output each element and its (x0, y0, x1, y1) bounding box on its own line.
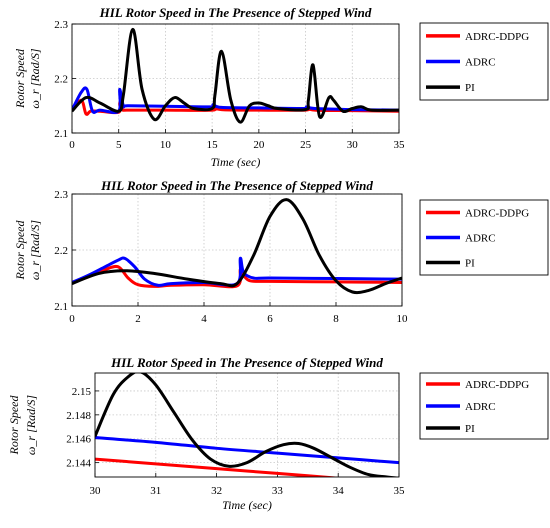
chart-title: HIL Rotor Speed in The Presence of Stepp… (110, 355, 383, 370)
y-axis-label: Rotor Speed (13, 48, 27, 109)
legend-entry: ADRC (465, 57, 496, 69)
x-tick-label: 4 (201, 313, 207, 325)
x-tick-label: 10 (397, 313, 409, 325)
series-line-pi (95, 373, 399, 477)
series-line-adrc-ddpg (72, 264, 402, 289)
legend-entry: PI (465, 82, 475, 94)
legend-entry: ADRC-DDPG (465, 208, 529, 220)
y-axis-unit-label: ω_r [Rad/S] (24, 395, 38, 455)
x-tick-label: 34 (333, 485, 345, 497)
x-tick-label: 30 (347, 139, 359, 151)
x-tick-label: 6 (267, 313, 273, 325)
x-axis-label: Time (sec) (211, 155, 261, 169)
legend: ADRC-DDPG ADRC PI (419, 372, 549, 440)
x-tick-label: 5 (116, 139, 122, 151)
legend-entry: ADRC-DDPG (465, 379, 529, 391)
x-tick-label: 20 (253, 139, 265, 151)
chart-title: HIL Rotor Speed in The Presence of Stepp… (99, 5, 372, 20)
y-axis-label: Rotor Speed (7, 395, 21, 456)
y-axis-label: Rotor Speed (13, 220, 27, 281)
x-tick-label: 15 (207, 139, 219, 151)
axes-box (71, 193, 403, 307)
y-tick-label: 2.1 (54, 301, 68, 313)
y-tick-label: 2.15 (72, 386, 92, 398)
chart-panel-2: 0 2 4 6 8 10 2.1 2.2 2.3 HIL Rotor Speed in The P… (13, 178, 549, 325)
series-line-adrc (72, 256, 402, 287)
series-line-pi (72, 27, 399, 124)
x-tick-label: 31 (150, 485, 161, 497)
x-tick-label: 25 (300, 139, 312, 151)
y-tick-label: 2.146 (66, 434, 91, 446)
y-axis-unit-label: ω_r [Rad/S] (28, 220, 42, 280)
legend-entry: PI (465, 258, 475, 270)
legend: ADRC-DDPG ADRC PI (419, 22, 549, 101)
axes-box (71, 23, 400, 134)
x-tick-label: 35 (394, 485, 406, 497)
y-tick-label: 2.3 (54, 189, 68, 201)
y-tick-label: 2.148 (66, 410, 91, 422)
y-tick-label: 2.144 (66, 458, 91, 470)
x-tick-label: 0 (69, 313, 75, 325)
x-tick-label: 32 (211, 485, 222, 497)
legend-entry: ADRC (465, 233, 496, 245)
axes-box (94, 372, 400, 478)
x-tick-label: 33 (272, 485, 284, 497)
legend-entry: ADRC (465, 401, 496, 413)
legend-entry: PI (465, 423, 475, 435)
x-axis-label: Time (sec) (222, 498, 272, 512)
x-tick-label: 0 (69, 139, 75, 151)
x-tick-label: 2 (135, 313, 141, 325)
y-tick-label: 2.3 (54, 19, 68, 31)
x-tick-label: 10 (160, 139, 172, 151)
series-line-adrc (95, 436, 399, 465)
y-tick-label: 2.1 (54, 128, 68, 140)
y-axis-unit-label: ω_r [Rad/S] (28, 48, 42, 108)
legend-entry: ADRC-DDPG (465, 31, 529, 43)
y-tick-label: 2.2 (54, 245, 68, 257)
chart-panel-3: 30 31 32 33 34 35 2.144 2.146 2.148 2.15 HIL Rotor… (7, 355, 549, 512)
x-tick-label: 35 (394, 139, 406, 151)
series-line-pi (72, 198, 402, 295)
x-tick-label: 30 (90, 485, 102, 497)
x-tick-label: 8 (333, 313, 339, 325)
series-line-adrc-ddpg (95, 457, 343, 477)
chart-panel-1: 0 5 10 15 20 25 30 35 2.1 2.2 2.3 HIL Rotor Speed i… (13, 5, 549, 169)
chart-title: HIL Rotor Speed in The Presence of Stepp… (100, 178, 373, 193)
y-tick-label: 2.2 (54, 74, 68, 86)
legend: ADRC-DDPG ADRC PI (419, 199, 549, 276)
